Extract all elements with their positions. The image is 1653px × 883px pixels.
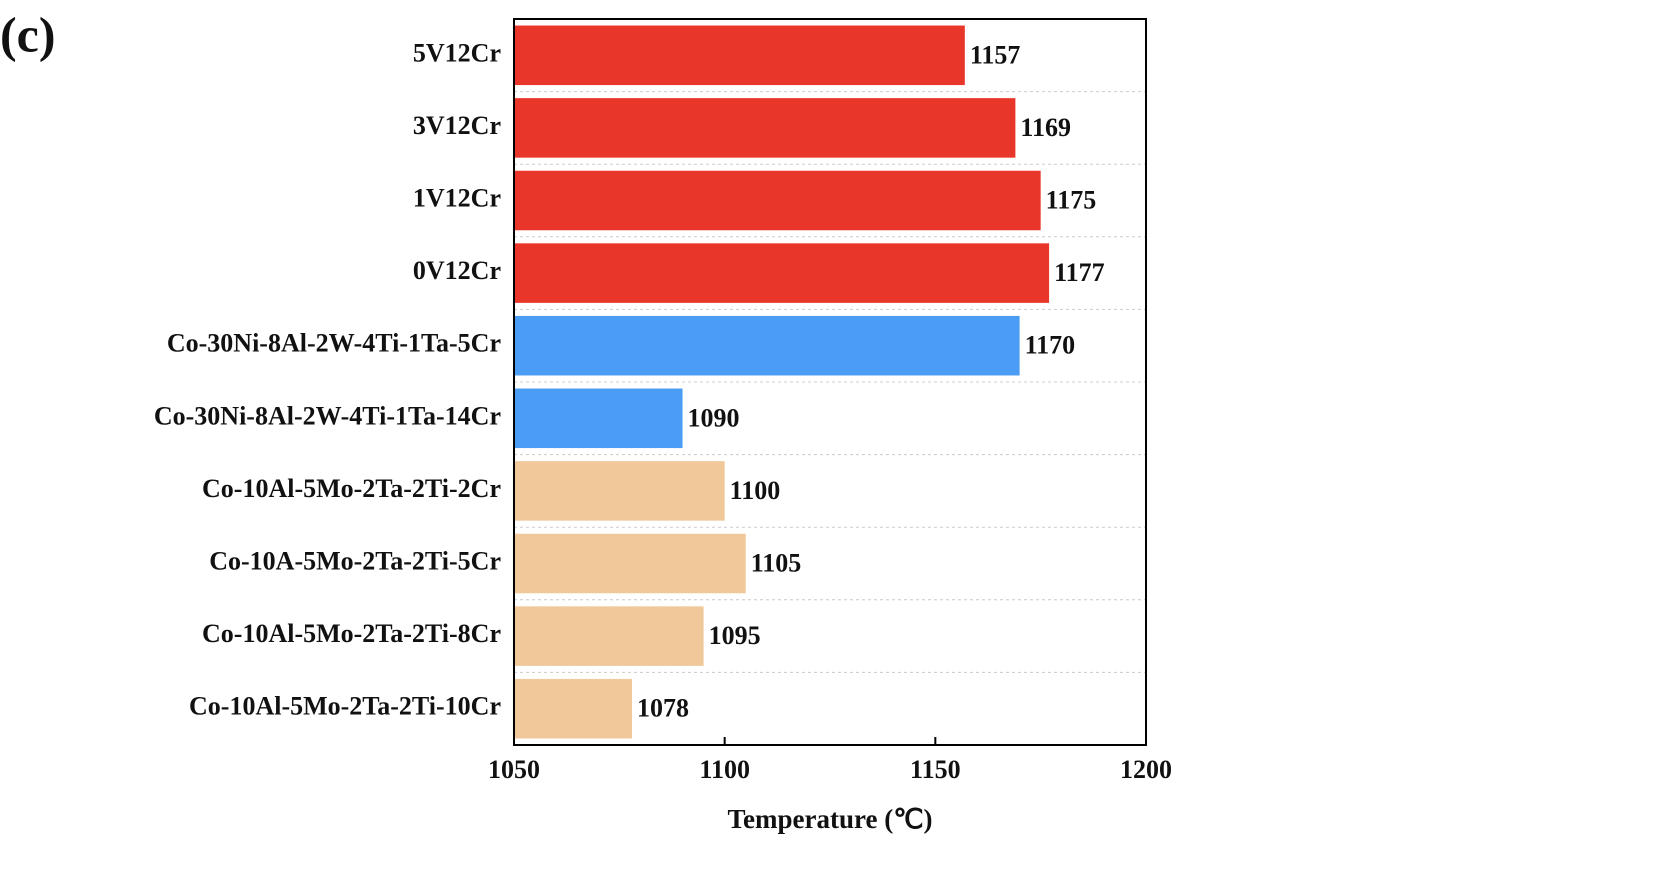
- y-tick-label: Co-10A-5Mo-2Ta-2Ti-5Cr: [209, 546, 501, 575]
- bar: [514, 98, 1016, 158]
- y-tick-label: Co-10Al-5Mo-2Ta-2Ti-8Cr: [202, 619, 501, 648]
- y-tick-label: Co-10Al-5Mo-2Ta-2Ti-10Cr: [189, 692, 501, 721]
- value-label: 1100: [730, 476, 781, 505]
- x-tick-label: 1100: [699, 755, 750, 784]
- value-label: 1175: [1046, 185, 1097, 214]
- value-label: 1177: [1054, 258, 1105, 287]
- bar: [514, 606, 704, 666]
- x-tick-label: 1150: [910, 755, 961, 784]
- y-tick-label: 3V12Cr: [413, 111, 501, 140]
- bar: [514, 388, 683, 449]
- value-label: 1170: [1025, 331, 1076, 360]
- bar: [514, 243, 1050, 303]
- bar: [514, 170, 1041, 231]
- bar: [514, 315, 1020, 376]
- y-tick-label: Co-30Ni-8Al-2W-4Ti-1Ta-5Cr: [167, 329, 501, 358]
- value-label: 1157: [970, 40, 1021, 69]
- bar: [514, 461, 725, 521]
- bar: [514, 678, 632, 739]
- bar: [514, 25, 965, 86]
- y-tick-label: 5V12Cr: [413, 38, 501, 67]
- value-label: 1078: [637, 694, 689, 723]
- x-tick-label: 1200: [1120, 755, 1172, 784]
- x-axis-title: Temperature (℃): [727, 804, 932, 834]
- value-label: 1105: [751, 548, 802, 577]
- y-tick-label: 0V12Cr: [413, 256, 501, 285]
- value-label: 1090: [688, 403, 740, 432]
- panel-label: (c): [0, 6, 56, 62]
- bar: [514, 533, 746, 594]
- y-tick-label: Co-30Ni-8Al-2W-4Ti-1Ta-14Cr: [154, 401, 501, 430]
- y-tick-label: 1V12Cr: [413, 183, 501, 212]
- value-label: 1095: [709, 621, 761, 650]
- x-tick-label: 1050: [488, 755, 540, 784]
- y-tick-label: Co-10Al-5Mo-2Ta-2Ti-2Cr: [202, 474, 501, 503]
- plot-frame: [513, 18, 1147, 746]
- value-label: 1169: [1020, 113, 1071, 142]
